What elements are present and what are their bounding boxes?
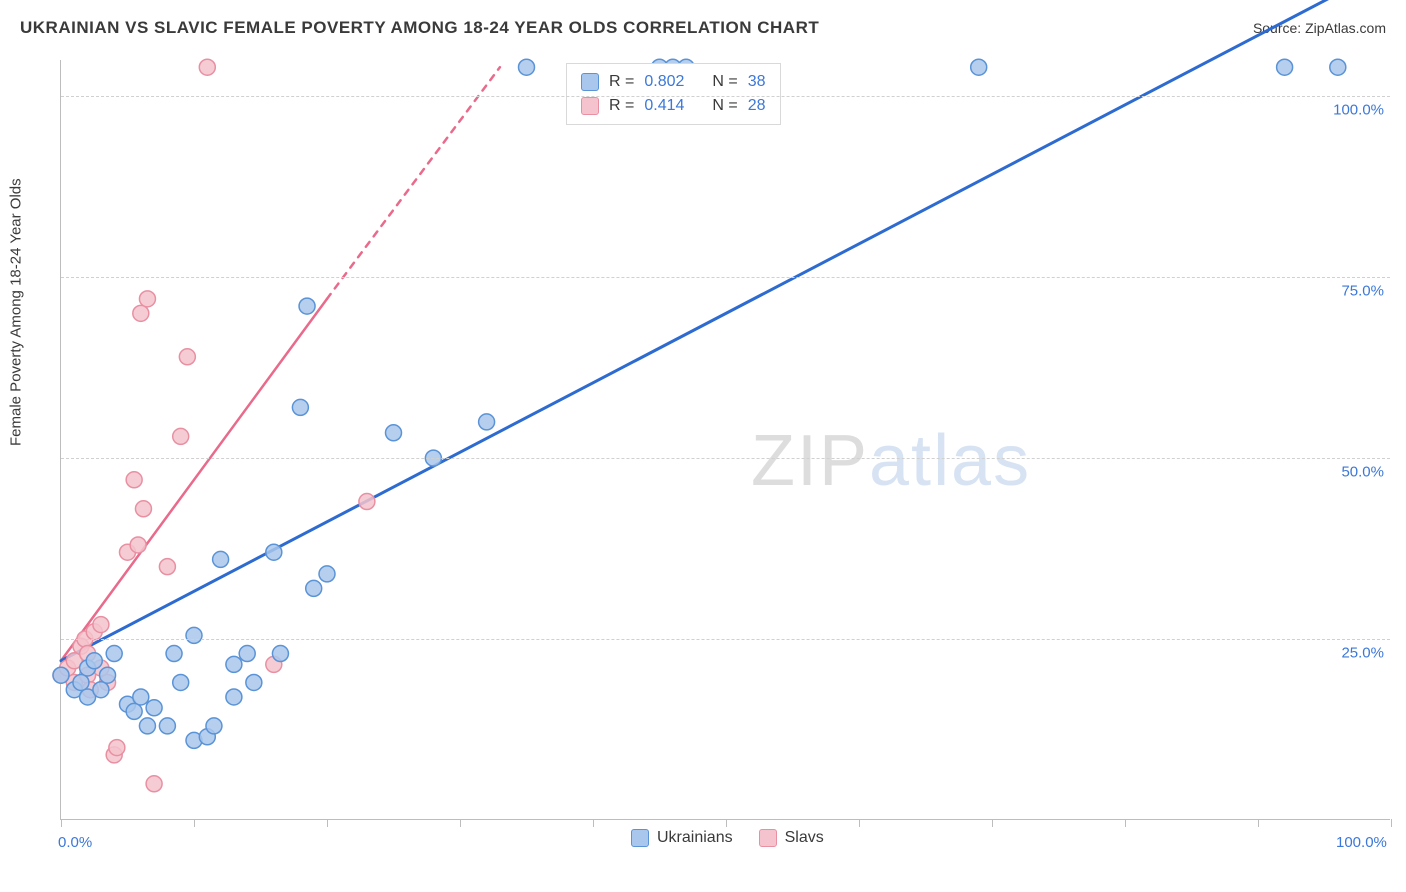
- scatter-point-ukrainians: [53, 667, 69, 683]
- x-tick: [327, 819, 328, 827]
- scatter-point-slavs: [173, 428, 189, 444]
- scatter-point-slavs: [199, 59, 215, 75]
- scatter-point-ukrainians: [106, 646, 122, 662]
- scatter-point-slavs: [126, 472, 142, 488]
- scatter-point-ukrainians: [239, 646, 255, 662]
- r-label: R =: [609, 94, 634, 118]
- legend-label: Slavs: [785, 829, 824, 847]
- scatter-point-slavs: [359, 494, 375, 510]
- x-tick: [1125, 819, 1126, 827]
- n-value: 38: [748, 70, 766, 94]
- scatter-point-slavs: [109, 740, 125, 756]
- scatter-point-ukrainians: [479, 414, 495, 430]
- scatter-point-ukrainians: [93, 682, 109, 698]
- chart-svg: [61, 60, 1390, 819]
- scatter-point-ukrainians: [319, 566, 335, 582]
- n-label: N =: [712, 94, 737, 118]
- scatter-point-slavs: [159, 559, 175, 575]
- regression-line: [327, 67, 500, 299]
- source-link[interactable]: ZipAtlas.com: [1305, 20, 1386, 36]
- legend-item-ukrainians: Ukrainians: [631, 829, 733, 847]
- stats-row: R = 0.802 N = 38: [581, 70, 766, 94]
- r-value: 0.414: [644, 94, 684, 118]
- scatter-point-slavs: [93, 617, 109, 633]
- scatter-point-ukrainians: [133, 689, 149, 705]
- scatter-point-ukrainians: [73, 674, 89, 690]
- legend-swatch: [581, 97, 599, 115]
- scatter-point-ukrainians: [226, 689, 242, 705]
- y-tick-label: 100.0%: [1333, 102, 1384, 119]
- scatter-point-ukrainians: [292, 399, 308, 415]
- scatter-point-ukrainians: [86, 653, 102, 669]
- gridline: [61, 639, 1390, 640]
- chart-title: UKRAINIAN VS SLAVIC FEMALE POVERTY AMONG…: [20, 18, 819, 38]
- n-value: 28: [748, 94, 766, 118]
- scatter-point-ukrainians: [386, 425, 402, 441]
- scatter-point-ukrainians: [213, 551, 229, 567]
- x-tick: [992, 819, 993, 827]
- gridline: [61, 96, 1390, 97]
- scatter-point-ukrainians: [186, 627, 202, 643]
- scatter-point-slavs: [135, 501, 151, 517]
- r-value: 0.802: [644, 70, 684, 94]
- scatter-point-slavs: [146, 776, 162, 792]
- scatter-point-slavs: [139, 291, 155, 307]
- gridline: [61, 277, 1390, 278]
- scatter-point-ukrainians: [100, 667, 116, 683]
- legend-swatch: [631, 829, 649, 847]
- scatter-point-slavs: [130, 537, 146, 553]
- legend-swatch: [581, 73, 599, 91]
- y-tick-label: 50.0%: [1341, 464, 1384, 481]
- x-axis-origin-label: 0.0%: [58, 834, 92, 851]
- scatter-point-slavs: [179, 349, 195, 365]
- r-label: R =: [609, 70, 634, 94]
- x-tick: [593, 819, 594, 827]
- scatter-point-ukrainians: [173, 674, 189, 690]
- x-tick: [859, 819, 860, 827]
- scatter-point-ukrainians: [146, 700, 162, 716]
- y-tick-label: 25.0%: [1341, 645, 1384, 662]
- scatter-point-ukrainians: [166, 646, 182, 662]
- legend-item-slavs: Slavs: [759, 829, 824, 847]
- scatter-point-ukrainians: [206, 718, 222, 734]
- scatter-point-ukrainians: [299, 298, 315, 314]
- plot-area: ZIPatlas R =0.802N =38R =0.414N =28 Ukra…: [60, 60, 1390, 820]
- scatter-point-ukrainians: [139, 718, 155, 734]
- stats-row: R = 0.414 N = 28: [581, 94, 766, 118]
- scatter-point-ukrainians: [272, 646, 288, 662]
- x-tick: [1258, 819, 1259, 827]
- scatter-point-slavs: [133, 305, 149, 321]
- x-tick: [460, 819, 461, 827]
- legend-swatch: [759, 829, 777, 847]
- legend-label: Ukrainians: [657, 829, 733, 847]
- y-axis-label: Female Poverty Among 18-24 Year Olds: [8, 178, 25, 446]
- scatter-point-ukrainians: [1330, 59, 1346, 75]
- x-tick: [726, 819, 727, 827]
- scatter-point-ukrainians: [519, 59, 535, 75]
- y-tick-label: 75.0%: [1341, 283, 1384, 300]
- scatter-point-ukrainians: [246, 674, 262, 690]
- scatter-point-ukrainians: [306, 580, 322, 596]
- gridline: [61, 458, 1390, 459]
- scatter-point-ukrainians: [159, 718, 175, 734]
- n-label: N =: [712, 70, 737, 94]
- x-axis-max-label: 100.0%: [1336, 834, 1387, 851]
- x-tick: [61, 819, 62, 827]
- x-tick: [194, 819, 195, 827]
- scatter-point-ukrainians: [126, 703, 142, 719]
- stats-legend-box: R = 0.802 N = 38 R = 0.414 N = 28: [566, 63, 781, 125]
- bottom-legend: Ukrainians Slavs: [631, 829, 824, 847]
- x-tick: [1391, 819, 1392, 827]
- scatter-point-ukrainians: [266, 544, 282, 560]
- scatter-point-ukrainians: [1277, 59, 1293, 75]
- scatter-point-ukrainians: [226, 656, 242, 672]
- scatter-point-ukrainians: [971, 59, 987, 75]
